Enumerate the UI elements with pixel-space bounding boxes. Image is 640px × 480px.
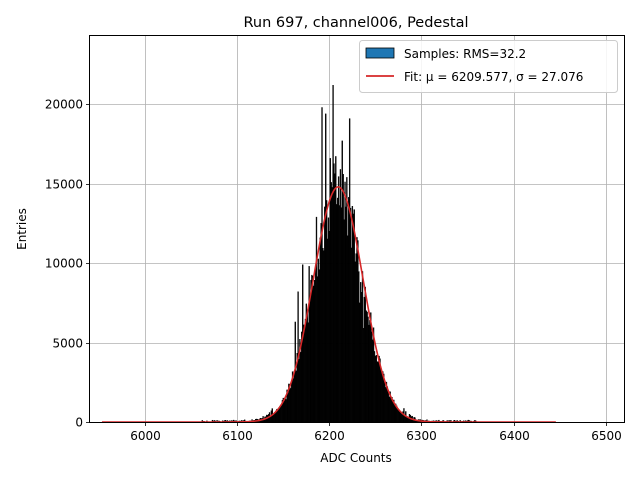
y-tick-label: 10000 — [45, 257, 83, 271]
grid-lines — [90, 36, 624, 423]
x-axis-label: ADC Counts — [320, 451, 392, 465]
legend-histogram-label: Samples: RMS=32.2 — [404, 47, 526, 61]
y-tick-label: 15000 — [45, 178, 83, 192]
plot-frame — [89, 35, 625, 423]
legend-box — [359, 40, 618, 93]
x-tick-label: 6000 — [130, 429, 161, 443]
x-tick-label: 6400 — [499, 429, 530, 443]
histogram-bars — [200, 85, 478, 423]
legend-histogram-swatch — [365, 47, 395, 59]
x-tick-label: 6300 — [406, 429, 437, 443]
y-axis-ticks: 0 5000 10000 15000 20000 — [45, 98, 90, 430]
chart-title: Run 697, channel006, Pedestal — [243, 15, 468, 31]
y-tick-label: 0 — [75, 416, 83, 430]
x-tick-label: 6100 — [222, 429, 253, 443]
x-tick-label: 6200 — [314, 429, 345, 443]
x-tick-label: 6500 — [591, 429, 622, 443]
y-axis-label: Entries — [15, 208, 29, 250]
legend-fit-label: Fit: μ = 6209.577, σ = 27.076 — [404, 70, 583, 84]
legend: Samples: RMS=32.2 Fit: μ = 6209.577, σ =… — [359, 40, 618, 93]
y-tick-label: 5000 — [52, 337, 83, 351]
x-axis-ticks: 6000 6100 6200 6300 6400 6500 — [130, 422, 622, 443]
y-tick-label: 20000 — [45, 98, 83, 112]
